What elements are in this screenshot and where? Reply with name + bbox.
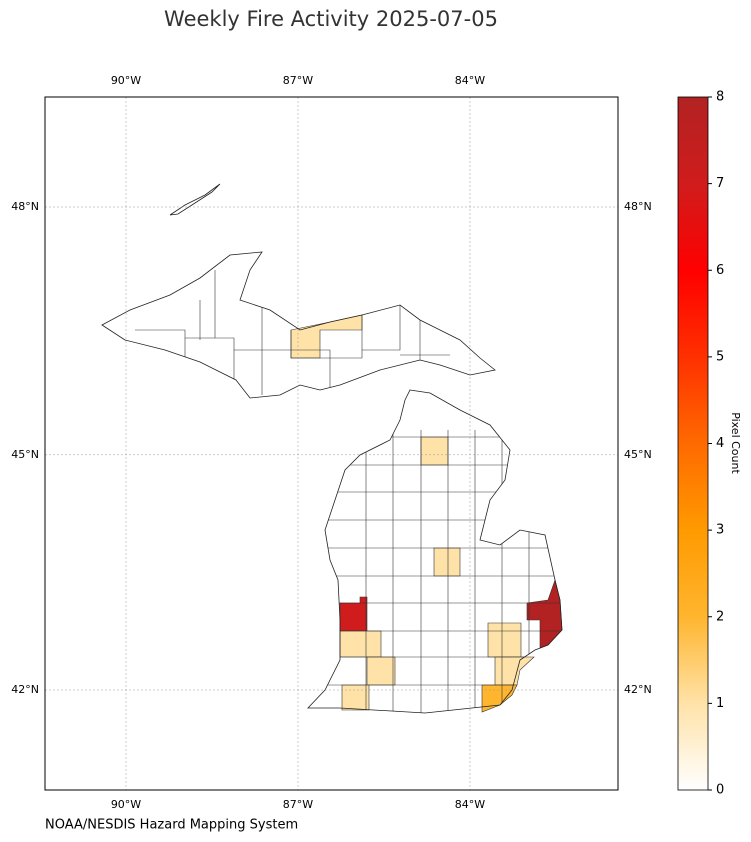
- colorbar-tick-label: 6: [716, 263, 724, 278]
- colorbar-label: Pixel Count: [729, 412, 742, 474]
- colorbar-tick-label: 1: [716, 696, 724, 711]
- lon-label-top: 87°W: [283, 74, 313, 87]
- county-fill: [341, 684, 370, 711]
- county-fill: [420, 436, 449, 466]
- lat-label-left: 45°N: [11, 448, 39, 461]
- colorbar: [677, 96, 709, 791]
- lon-label-bottom: 84°W: [455, 798, 485, 811]
- graticule: [45, 97, 618, 790]
- lat-label-right: 42°N: [624, 683, 652, 696]
- colorbar-tick-label: 5: [716, 349, 724, 364]
- lat-label-right: 48°N: [624, 200, 652, 213]
- county-fill: [487, 622, 522, 658]
- colorbar-tick-label: 0: [716, 783, 724, 798]
- source-note: NOAA/NESDIS Hazard Mapping System: [45, 818, 298, 833]
- map-frame-bg: [45, 97, 618, 790]
- colorbar-tick-label: 7: [716, 176, 724, 191]
- county-fill: [339, 630, 382, 658]
- colorbar-tick-label: 2: [716, 609, 724, 624]
- lon-label-top: 84°W: [455, 74, 485, 87]
- county-lines: [135, 270, 560, 713]
- county-fill: [494, 656, 535, 686]
- colorbar-tick-label: 4: [716, 436, 724, 451]
- lon-label-top: 90°W: [111, 74, 141, 87]
- colorbar-tick-label: 3: [716, 523, 724, 538]
- colorbar-tick-label: 8: [716, 90, 724, 105]
- county-fill: [366, 656, 396, 686]
- lat-label-left: 48°N: [11, 200, 39, 213]
- county-fill: [433, 547, 461, 577]
- lat-label-left: 42°N: [11, 683, 39, 696]
- lon-label-bottom: 90°W: [111, 798, 141, 811]
- map-frame: [44, 96, 619, 791]
- lon-label-bottom: 87°W: [283, 798, 313, 811]
- lat-label-right: 45°N: [624, 448, 652, 461]
- map-title: Weekly Fire Activity 2025-07-05: [164, 7, 498, 31]
